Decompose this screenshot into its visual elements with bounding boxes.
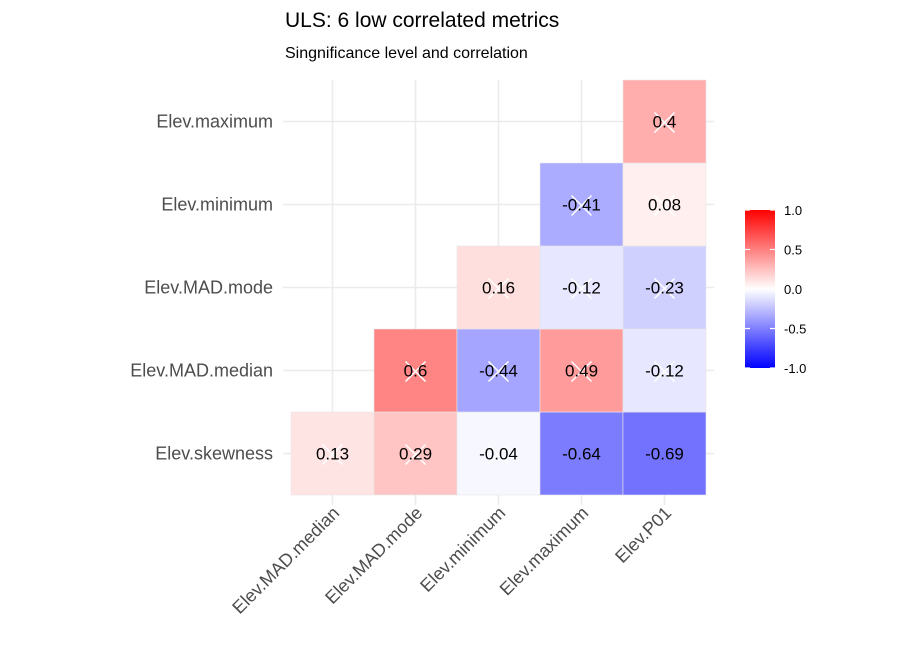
cell-value-label: -0.12: [645, 362, 684, 381]
legend-tick-label: 1.0: [784, 203, 802, 218]
insignificant-cross-mark: [653, 111, 676, 134]
legend-tick-label: 0.5: [784, 243, 802, 258]
x-tick-label: Elev.MAD.median: [228, 503, 343, 618]
y-tick-label: Elev.MAD.median: [130, 361, 273, 381]
cell-value-label: 0.4: [653, 113, 677, 132]
insignificant-cross-mark: [570, 277, 593, 300]
legend-tick-label: -0.5: [784, 322, 806, 337]
insignificant-cross-mark: [404, 443, 427, 466]
cell-value-label: 0.6: [404, 362, 428, 381]
cell-value-label: -0.23: [645, 279, 684, 298]
cell-value-label: -0.69: [645, 445, 684, 464]
y-tick-label: Elev.MAD.mode: [144, 278, 273, 298]
cell-value-label: 0.29: [399, 445, 432, 464]
cell-value-label: 0.16: [482, 279, 515, 298]
cell-labels: 0.13 0.29 0.6 -0.04 -0.44 0.16 -0.64 0.49 -0.12 -…: [316, 111, 684, 466]
cell-value-label: -0.04: [479, 445, 518, 464]
chart-subtitle: Singnificance level and correlation: [285, 45, 528, 62]
y-axis-ticks: Elev.skewness Elev.MAD.median Elev.MAD.mod…: [130, 112, 273, 464]
cell-value-label: 0.13: [316, 445, 349, 464]
cell-value-label: 0.08: [648, 196, 681, 215]
insignificant-cross-mark: [570, 194, 593, 217]
cell-value-label: -0.44: [479, 362, 518, 381]
legend-tick-label: 0.0: [784, 282, 802, 297]
y-tick-label: Elev.skewness: [155, 444, 273, 464]
x-tick-label: Elev.maximum: [496, 503, 593, 600]
cell-value-label: -0.41: [562, 196, 601, 215]
legend-ticks: 1.0 0.5 0.0 -0.5 -1.0: [745, 203, 806, 376]
cell-value-label: -0.64: [562, 445, 601, 464]
insignificant-cross-mark: [321, 443, 344, 466]
heatmap-cell: [622, 411, 707, 496]
cell-value-label: -0.12: [562, 279, 601, 298]
x-tick-label: Elev.P01: [611, 503, 675, 567]
y-tick-label: Elev.minimum: [161, 195, 273, 215]
insignificant-cross-mark: [653, 277, 676, 300]
chart-title: ULS: 6 low correlated metrics: [285, 9, 559, 32]
x-axis-ticks: Elev.MAD.medianElev.MAD.modeElev.minimum…: [228, 503, 675, 618]
heatmap-cell: [539, 411, 624, 496]
x-tick-label: Elev.minimum: [416, 503, 509, 596]
insignificant-cross-mark: [487, 277, 510, 300]
insignificant-cross-mark: [487, 360, 510, 383]
legend-tick-label: -1.0: [784, 361, 806, 376]
insignificant-cross-mark: [404, 360, 427, 383]
y-tick-label: Elev.maximum: [156, 112, 273, 132]
insignificant-cross-mark: [653, 360, 676, 383]
insignificant-cross-mark: [487, 443, 510, 466]
cell-value-label: 0.49: [565, 362, 598, 381]
insignificant-cross-mark: [653, 194, 676, 217]
insignificant-cross-mark: [570, 360, 593, 383]
color-legend: 1.0 0.5 0.0 -0.5 -1.0: [745, 203, 806, 376]
